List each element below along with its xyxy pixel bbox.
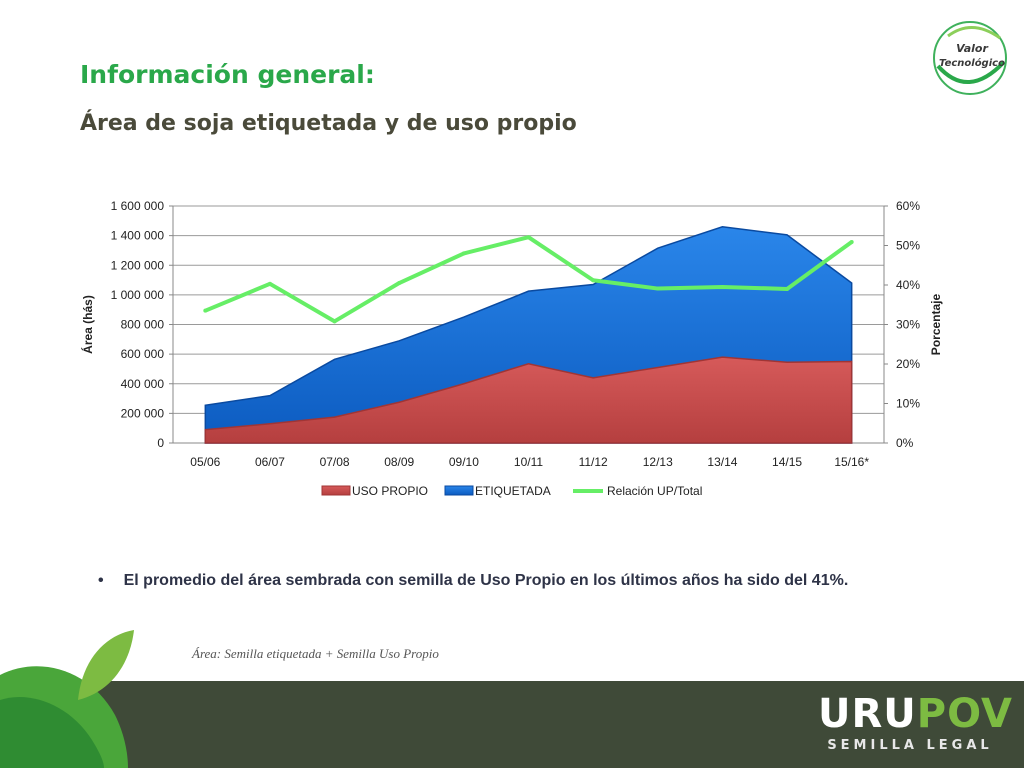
series-relacion-point — [461, 251, 466, 256]
x-tick-label: 10/11 — [514, 455, 543, 469]
x-tick-label: 08/09 — [384, 455, 414, 469]
urupov-logo: URUPOV SEMILLA LEGAL — [818, 691, 1012, 753]
x-tick-label: 12/13 — [643, 455, 673, 469]
x-tick-label: 11/12 — [579, 455, 608, 469]
y-tick-label: 1 200 000 — [111, 258, 165, 272]
logo-text-1: Valor — [956, 42, 988, 55]
legend-swatch-uso-propio — [321, 485, 351, 496]
series-relacion-point — [332, 319, 337, 324]
legend-swatch-etiquetada — [444, 485, 474, 496]
y-tick-label: 200 000 — [121, 406, 165, 420]
series-relacion-point — [591, 278, 596, 283]
y-tick-label: 600 000 — [121, 347, 165, 361]
valor-tecnologico-logo: Valor Tecnológico — [933, 21, 1007, 95]
logo-text-2: Tecnológico — [939, 57, 1005, 69]
legend-label-uso-propio: USO PROPIO — [352, 484, 428, 498]
leaf-decoration — [0, 630, 134, 768]
x-tick-label: 09/10 — [449, 455, 479, 469]
y-tick-label: 0 — [157, 436, 164, 450]
series-relacion-point — [397, 281, 402, 286]
bullet-symbol: • — [98, 572, 104, 589]
series-relacion-point — [655, 286, 660, 291]
bullet-text: El promedio del área sembrada con semill… — [123, 572, 849, 589]
series-relacion-point — [785, 286, 790, 291]
y2-tick-label: 40% — [896, 278, 920, 292]
series-uso-propio-area — [204, 356, 853, 444]
brand-tagline: SEMILLA LEGAL — [827, 738, 993, 753]
series-relacion-point — [849, 239, 854, 244]
y-tick-label: 400 000 — [121, 377, 165, 391]
series-relacion-point — [267, 281, 272, 286]
series-relacion-point — [203, 308, 208, 313]
x-tick-label: 06/07 — [255, 455, 285, 469]
page-title: Información general: — [80, 60, 375, 89]
x-tick-label: 05/06 — [190, 455, 220, 469]
series-relacion-point — [526, 235, 531, 240]
page-subtitle: Área de soja etiquetada y de uso propio — [80, 111, 577, 136]
series-relacion-point — [720, 284, 725, 289]
y-tick-label: 1 000 000 — [111, 288, 165, 302]
y-tick-label: 1 600 000 — [111, 199, 165, 213]
brand-part2: POV — [916, 691, 1013, 737]
y2-axis-title: Porcentaje — [929, 293, 943, 355]
x-tick-label: 15/16* — [834, 455, 869, 469]
y2-tick-label: 0% — [896, 436, 914, 450]
legend-label-relacion: Relación UP/Total — [607, 484, 702, 498]
x-tick-label: 07/08 — [320, 455, 350, 469]
area-chart: 0 200 000 400 000 600 000 800 000 1 000 000 1 … — [80, 199, 943, 498]
legend-label-etiquetada: ETIQUETADA — [475, 484, 551, 498]
y2-tick-label: 50% — [896, 239, 920, 253]
footnote: Área: Semilla etiquetada + Semilla Uso P… — [192, 646, 439, 661]
y-tick-label: 1 400 000 — [111, 229, 165, 243]
bullet-item: • El promedio del área sembrada con semi… — [98, 572, 848, 590]
y2-tick-label: 30% — [896, 318, 920, 332]
x-tick-label: 13/14 — [707, 455, 737, 469]
brand-part1: URU — [818, 691, 917, 737]
footer-band — [0, 681, 1024, 768]
y2-tick-label: 10% — [896, 397, 920, 411]
x-tick-label: 14/15 — [772, 455, 802, 469]
y2-tick-label: 60% — [896, 199, 920, 213]
y-tick-label: 800 000 — [121, 318, 165, 332]
y2-tick-label: 20% — [896, 357, 920, 371]
y-axis-title: Área (hás) — [80, 295, 95, 354]
